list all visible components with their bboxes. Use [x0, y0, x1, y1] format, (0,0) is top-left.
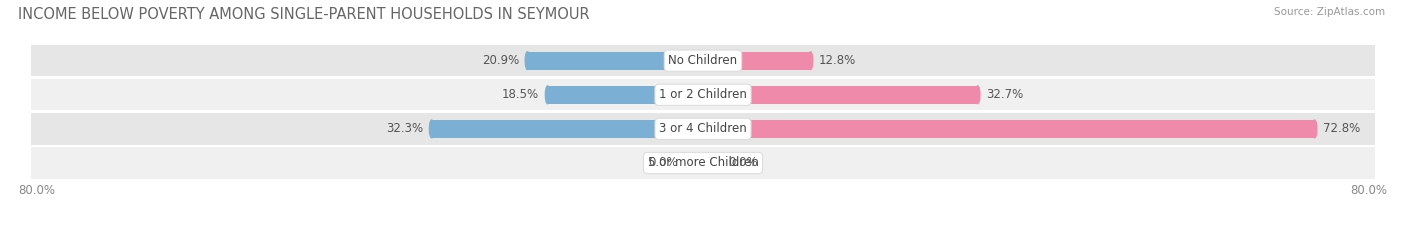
Text: 72.8%: 72.8% [1323, 122, 1360, 135]
Text: No Children: No Children [668, 54, 738, 67]
Bar [703, 154, 716, 172]
Text: Source: ZipAtlas.com: Source: ZipAtlas.com [1274, 7, 1385, 17]
Text: 32.3%: 32.3% [387, 122, 423, 135]
Circle shape [546, 86, 550, 104]
Text: 5 or more Children: 5 or more Children [648, 157, 758, 169]
Circle shape [713, 154, 718, 172]
Bar [31, 79, 1375, 110]
Text: 80.0%: 80.0% [1351, 184, 1388, 197]
Bar [547, 86, 703, 104]
Circle shape [1312, 120, 1317, 138]
Bar [432, 120, 703, 138]
Circle shape [429, 120, 434, 138]
Circle shape [700, 86, 706, 104]
Circle shape [976, 86, 980, 104]
Circle shape [700, 52, 706, 70]
Circle shape [808, 52, 813, 70]
Circle shape [700, 120, 706, 138]
Text: INCOME BELOW POVERTY AMONG SINGLE-PARENT HOUSEHOLDS IN SEYMOUR: INCOME BELOW POVERTY AMONG SINGLE-PARENT… [18, 7, 591, 22]
Circle shape [700, 52, 706, 70]
Text: 0.0%: 0.0% [648, 157, 678, 169]
Text: 0.0%: 0.0% [728, 157, 758, 169]
Bar [527, 52, 703, 70]
Bar [31, 45, 1375, 76]
Text: 12.8%: 12.8% [818, 54, 856, 67]
Bar [703, 86, 977, 104]
Bar [703, 52, 810, 70]
Bar [703, 120, 1315, 138]
Circle shape [700, 86, 706, 104]
Circle shape [526, 52, 530, 70]
Text: 32.7%: 32.7% [986, 88, 1024, 101]
Text: 20.9%: 20.9% [482, 54, 519, 67]
Bar [31, 147, 1375, 179]
Bar [690, 154, 703, 172]
Text: 1 or 2 Children: 1 or 2 Children [659, 88, 747, 101]
Text: 18.5%: 18.5% [502, 88, 538, 101]
Text: 3 or 4 Children: 3 or 4 Children [659, 122, 747, 135]
Text: 80.0%: 80.0% [18, 184, 55, 197]
Circle shape [700, 120, 706, 138]
Circle shape [688, 154, 693, 172]
Bar [31, 113, 1375, 144]
